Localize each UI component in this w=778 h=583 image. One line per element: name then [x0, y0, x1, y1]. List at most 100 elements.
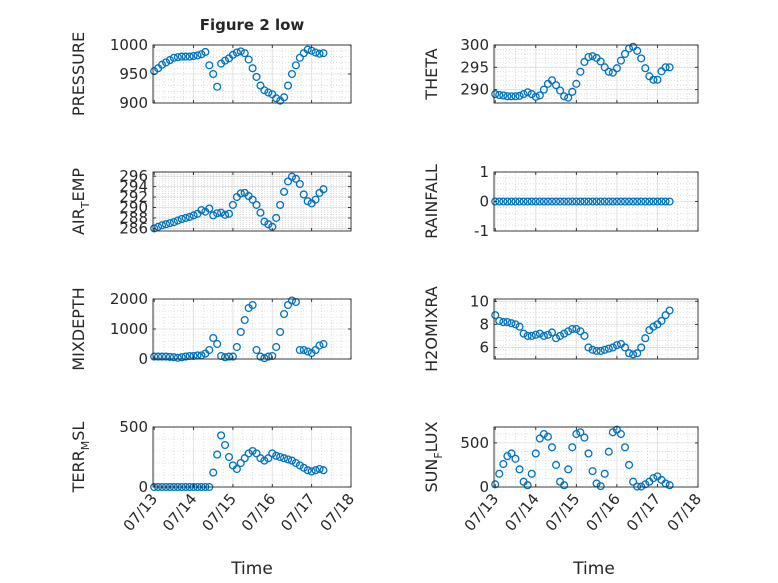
data-point	[287, 296, 297, 305]
data-point	[556, 197, 565, 206]
panel-theta: 290 295 300 THETA	[422, 36, 699, 104]
data-point	[515, 197, 524, 206]
data-point	[248, 64, 257, 73]
data-point	[552, 81, 561, 90]
data-point	[633, 197, 642, 206]
data-point	[291, 458, 300, 468]
data-point	[209, 211, 218, 220]
axes-box	[493, 426, 699, 488]
data-point	[665, 481, 674, 490]
data-point	[568, 87, 577, 96]
data-point	[588, 52, 597, 61]
data-point	[629, 350, 638, 359]
data-point	[193, 51, 202, 60]
data-point	[661, 311, 670, 320]
data-point	[503, 452, 512, 461]
data-point	[220, 353, 230, 362]
data-point	[232, 48, 241, 57]
data-point	[588, 197, 597, 206]
data-point	[503, 197, 512, 206]
data-point	[283, 177, 293, 186]
axes-box	[152, 426, 352, 488]
data-point	[315, 464, 324, 474]
data-point	[564, 327, 573, 336]
data-point	[205, 204, 214, 213]
data-point	[236, 327, 245, 337]
y-label-part: SUN	[422, 459, 441, 493]
data-point	[592, 346, 601, 355]
data-point	[584, 197, 593, 206]
data-point	[523, 481, 532, 490]
data-point	[527, 90, 536, 99]
data-point	[600, 197, 609, 206]
data-point	[576, 327, 585, 336]
data-point	[511, 320, 520, 329]
data-point	[232, 342, 241, 352]
y-tick-label: 950	[119, 65, 148, 83]
data-point	[523, 88, 532, 97]
data-point	[189, 51, 198, 61]
x-axis-label-left: Time	[230, 559, 273, 579]
data-point	[236, 189, 245, 198]
data-point	[604, 447, 613, 456]
data-point	[661, 63, 670, 72]
data-point	[531, 330, 540, 339]
data-point	[641, 480, 650, 489]
data-point	[572, 324, 581, 334]
data-point	[236, 47, 245, 56]
data-point	[523, 197, 532, 206]
data-point	[299, 345, 308, 355]
data-point	[303, 347, 312, 356]
data-point	[511, 197, 520, 206]
data-point	[543, 330, 552, 339]
data-point	[645, 197, 654, 206]
data-point	[256, 81, 265, 90]
data-point	[507, 319, 516, 328]
data-point	[232, 464, 241, 474]
data-point	[315, 49, 324, 58]
data-point	[158, 352, 167, 361]
data-point	[620, 343, 630, 352]
data-point	[295, 179, 304, 189]
data-point	[272, 342, 281, 352]
data-point	[560, 481, 569, 490]
y-axis-label: RAINFALL	[422, 164, 441, 239]
data-point	[299, 190, 308, 199]
data-point	[244, 55, 253, 64]
data-point	[205, 345, 214, 355]
data-point	[629, 197, 638, 206]
data-point	[181, 352, 190, 361]
data-point	[653, 197, 662, 206]
data-point	[596, 482, 605, 491]
y-tick-label: 288	[119, 209, 148, 227]
data-point	[154, 222, 163, 231]
data-point	[220, 56, 230, 65]
data-point	[197, 206, 206, 215]
data-point	[283, 81, 293, 90]
data-point	[661, 197, 670, 206]
y-axis-label: TERRMSL	[69, 422, 92, 494]
data-point	[248, 300, 257, 310]
data-point	[535, 197, 544, 206]
data-point	[161, 58, 171, 67]
data-point	[491, 480, 500, 489]
y-tick-label: 500	[119, 418, 148, 436]
data-point	[633, 46, 642, 55]
axes-box	[493, 44, 699, 104]
data-point	[252, 200, 261, 209]
data-point	[616, 197, 625, 206]
data-point	[641, 64, 650, 73]
y-axis-label: SUNFLUX	[422, 421, 445, 492]
data-point	[584, 343, 593, 352]
data-point	[169, 218, 178, 227]
data-point	[319, 339, 328, 349]
data-point	[629, 477, 638, 486]
data-point	[649, 75, 658, 84]
data-point	[519, 90, 528, 99]
data-point	[552, 197, 561, 206]
data-point	[523, 331, 532, 340]
data-point	[665, 197, 674, 206]
data-point	[256, 454, 265, 463]
y-label-subscript: F	[432, 452, 445, 458]
